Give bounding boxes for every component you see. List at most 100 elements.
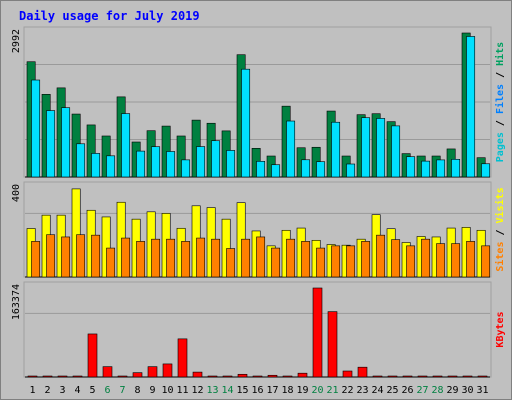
bar-files-day-22 bbox=[346, 163, 356, 178]
bar-sites-day-6 bbox=[106, 247, 116, 278]
bar-sites-day-23 bbox=[361, 241, 371, 278]
bar-files-day-25 bbox=[391, 125, 401, 178]
bar-sites-day-1 bbox=[31, 241, 41, 278]
bar-sites-day-13 bbox=[211, 238, 221, 278]
bar-files-day-27 bbox=[421, 160, 431, 178]
bar-files-day-16 bbox=[256, 161, 266, 178]
x-tick-label-day-19: 19 bbox=[296, 385, 308, 396]
legend-top: Pages / Files / Hits bbox=[494, 42, 506, 162]
legend-item-kbytes: KBytes bbox=[495, 311, 506, 347]
panel-hits-files: 2992 bbox=[11, 26, 492, 178]
bar-files-day-7 bbox=[121, 113, 131, 178]
bar-sites-day-12 bbox=[196, 237, 206, 278]
bar-files-day-2 bbox=[46, 110, 56, 178]
bar-kbytes-day-1 bbox=[27, 375, 38, 378]
x-tick-label-day-13: 13 bbox=[206, 385, 218, 396]
legends: Pages / Files / Hits Sites / Visits KBytes bbox=[494, 42, 506, 348]
x-tick-label-day-2: 2 bbox=[44, 385, 50, 396]
x-tick-label-day-11: 11 bbox=[176, 385, 188, 396]
bar-kbytes-day-13 bbox=[207, 375, 218, 378]
bar-kbytes-day-18 bbox=[282, 375, 293, 378]
bar-kbytes-day-5 bbox=[87, 333, 98, 378]
bar-files-day-31 bbox=[481, 163, 491, 178]
x-axis-day-labels: 1 2 3 4 5 6 7 8 9 10 11 12 13 14 15 16 17 18 19 20 21 22 23 24 2… bbox=[29, 385, 488, 396]
x-tick-label-day-20: 20 bbox=[311, 385, 323, 396]
bar-sites-day-30 bbox=[466, 241, 476, 278]
bar-files-day-19 bbox=[301, 159, 311, 178]
x-tick-label-day-23: 23 bbox=[356, 385, 368, 396]
bar-files-day-20 bbox=[316, 161, 326, 178]
bar-sites-day-27 bbox=[421, 238, 431, 278]
bar-kbytes-day-28 bbox=[432, 375, 443, 378]
bar-sites-day-15 bbox=[241, 238, 251, 278]
bar-files-day-6 bbox=[106, 155, 116, 178]
bar-sites-day-25 bbox=[391, 239, 401, 278]
bar-sites-day-11 bbox=[181, 241, 191, 278]
x-tick-label-day-4: 4 bbox=[74, 385, 80, 396]
panel-max-label: 400 bbox=[11, 184, 22, 202]
x-tick-label-day-22: 22 bbox=[341, 385, 353, 396]
bar-sites-day-20 bbox=[316, 247, 326, 278]
x-tick-label-day-6: 6 bbox=[104, 385, 110, 396]
x-tick-label-day-15: 15 bbox=[236, 385, 248, 396]
bar-kbytes-day-19 bbox=[297, 372, 308, 378]
bar-files-day-15 bbox=[241, 68, 251, 178]
chart-title: Daily usage for July 2019 bbox=[19, 9, 200, 23]
bar-kbytes-day-14 bbox=[222, 375, 233, 378]
bar-hits-day-11 bbox=[176, 135, 186, 178]
bar-kbytes-day-31 bbox=[477, 375, 488, 378]
legend-item-visits: Visits bbox=[494, 187, 506, 223]
bar-sites-day-14 bbox=[226, 248, 236, 278]
legend-bottom: KBytes bbox=[495, 311, 506, 347]
bar-files-day-24 bbox=[376, 118, 386, 178]
legend-separator: / bbox=[495, 223, 506, 241]
bar-visits-day-6 bbox=[101, 216, 111, 278]
legend-middle: Sites / Visits bbox=[494, 187, 506, 271]
x-tick-label-day-1: 1 bbox=[29, 385, 35, 396]
x-tick-label-day-3: 3 bbox=[59, 385, 65, 396]
bar-sites-day-31 bbox=[481, 245, 491, 278]
bar-files-day-1 bbox=[31, 79, 41, 178]
bar-kbytes-day-10 bbox=[162, 363, 173, 378]
legend-separator: / bbox=[495, 66, 506, 84]
bar-sites-day-8 bbox=[136, 241, 146, 278]
bar-hits-day-5 bbox=[86, 124, 96, 178]
x-tick-label-day-12: 12 bbox=[191, 385, 203, 396]
bar-files-day-28 bbox=[436, 159, 446, 178]
bar-sites-day-22 bbox=[346, 245, 356, 278]
bar-files-day-3 bbox=[61, 107, 71, 178]
x-tick-label-day-28: 28 bbox=[431, 385, 443, 396]
legend-item-sites: Sites bbox=[494, 242, 506, 272]
bar-files-day-17 bbox=[271, 164, 281, 178]
x-tick-label-day-8: 8 bbox=[134, 385, 140, 396]
bar-files-day-13 bbox=[211, 140, 221, 178]
legend-item-files: Files bbox=[494, 84, 506, 114]
x-tick-label-day-29: 29 bbox=[446, 385, 458, 396]
bar-kbytes-day-25 bbox=[387, 375, 398, 378]
bar-sites-day-4 bbox=[76, 234, 86, 278]
bar-files-day-5 bbox=[91, 153, 101, 178]
bar-kbytes-day-23 bbox=[357, 366, 368, 378]
bar-kbytes-day-16 bbox=[252, 375, 263, 378]
bar-files-day-23 bbox=[361, 117, 371, 178]
bar-kbytes-day-17 bbox=[267, 374, 278, 378]
bar-sites-day-29 bbox=[451, 243, 461, 278]
bar-kbytes-day-22 bbox=[342, 370, 353, 378]
bar-files-day-4 bbox=[76, 143, 86, 178]
x-tick-label-day-21: 21 bbox=[326, 385, 338, 396]
bar-kbytes-day-2 bbox=[42, 375, 53, 378]
bar-kbytes-day-4 bbox=[72, 375, 83, 378]
x-tick-label-day-10: 10 bbox=[161, 385, 173, 396]
bar-kbytes-day-6 bbox=[102, 366, 113, 378]
bar-kbytes-day-29 bbox=[447, 375, 458, 378]
bar-sites-day-7 bbox=[121, 237, 131, 278]
bar-files-day-9 bbox=[151, 146, 161, 178]
bar-kbytes-day-12 bbox=[192, 371, 203, 378]
x-tick-label-day-9: 9 bbox=[149, 385, 155, 396]
bar-sites-day-18 bbox=[286, 238, 296, 278]
x-tick-label-day-16: 16 bbox=[251, 385, 263, 396]
legend-separator: / bbox=[495, 114, 506, 132]
bar-kbytes-day-3 bbox=[57, 375, 68, 378]
